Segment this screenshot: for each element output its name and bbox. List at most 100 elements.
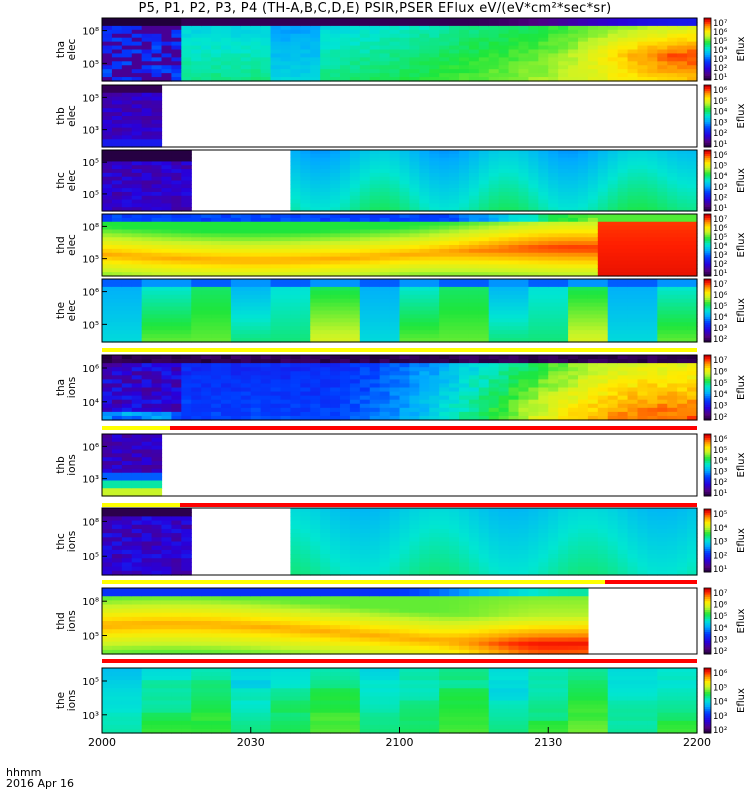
- heat-cell: [528, 264, 539, 269]
- heat-cell: [290, 191, 301, 197]
- heat-cell: [548, 310, 559, 316]
- heat-cell: [161, 359, 173, 364]
- heat-cell: [528, 53, 539, 58]
- heat-cell: [161, 314, 173, 319]
- heat-cell: [488, 286, 500, 292]
- heat-cell: [498, 306, 510, 312]
- heat-cell: [102, 391, 113, 397]
- heat-cell: [389, 298, 401, 304]
- heat-cell: [558, 25, 569, 31]
- heat-cell: [379, 248, 391, 254]
- heat-cell: [349, 150, 361, 155]
- heat-cell: [221, 298, 232, 304]
- heat-cell: [349, 367, 361, 372]
- heat-cell: [389, 29, 401, 35]
- heat-cell: [468, 29, 480, 35]
- heat-cell: [181, 195, 192, 201]
- heat-cell: [369, 184, 381, 189]
- heat-cell: [131, 165, 143, 170]
- heat-cell: [171, 330, 182, 335]
- heat-cell: [270, 399, 282, 405]
- heat-cell: [102, 57, 113, 62]
- heat-cell: [389, 322, 401, 327]
- heat-cell: [111, 359, 123, 364]
- heat-cell: [498, 73, 510, 78]
- heat-cell: [151, 100, 163, 105]
- heat-cell: [657, 252, 668, 258]
- heat-cell: [657, 57, 668, 62]
- heat-cell: [419, 49, 430, 55]
- heat-cell: [538, 322, 549, 327]
- heat-cell: [597, 57, 609, 62]
- heat-cell: [102, 411, 113, 417]
- heat-cell: [419, 176, 430, 182]
- heat-cell: [211, 399, 222, 405]
- heat-cell: [131, 73, 143, 78]
- heat-cell: [369, 229, 381, 234]
- heat-cell: [102, 73, 113, 78]
- heat-cell: [330, 387, 341, 393]
- heat-cell: [488, 241, 500, 246]
- heat-cell: [568, 387, 579, 393]
- heat-cell: [468, 214, 480, 219]
- heat-cell: [230, 310, 242, 316]
- heat-cell: [330, 322, 341, 327]
- heat-cell: [449, 415, 460, 421]
- heat-cell: [449, 282, 460, 288]
- colorbar-tick-label: 10¹: [713, 269, 727, 279]
- heat-cell: [627, 318, 639, 323]
- heat-cell: [429, 403, 440, 409]
- heat-cell: [191, 272, 202, 277]
- y-tick-label: 10⁶: [82, 288, 99, 299]
- heat-cell: [518, 371, 530, 376]
- heat-cell: [349, 161, 361, 166]
- heat-cell: [181, 184, 192, 189]
- heat-cell: [320, 65, 331, 70]
- heat-cell: [369, 21, 381, 27]
- heat-cell: [191, 77, 202, 82]
- heat-cell: [587, 322, 599, 327]
- heat-cell: [459, 298, 470, 304]
- heat-cell: [260, 37, 272, 43]
- colorbar-step: [704, 196, 711, 200]
- heat-cell: [528, 57, 539, 62]
- heat-cell: [310, 29, 321, 35]
- heat-cell: [607, 233, 619, 238]
- heat-cell: [369, 25, 381, 31]
- heat-cell: [161, 241, 173, 246]
- heat-cell: [379, 334, 391, 339]
- heat-cell: [647, 229, 658, 234]
- heat-cell: [538, 161, 549, 166]
- heat-cell: [131, 108, 143, 113]
- heat-cell: [548, 53, 559, 58]
- heat-cell: [607, 29, 619, 35]
- heat-cell: [359, 229, 371, 234]
- heat-cell: [409, 387, 420, 393]
- heat-cell: [558, 203, 569, 208]
- heat-cell: [468, 191, 480, 197]
- heat-cell: [330, 264, 341, 269]
- heat-cell: [131, 135, 143, 140]
- heat-cell: [290, 379, 301, 385]
- heat-cell: [290, 49, 301, 55]
- heat-cell: [647, 268, 658, 273]
- heat-cell: [330, 407, 341, 413]
- heat-cell: [657, 191, 668, 197]
- heat-cell: [607, 279, 619, 284]
- heat-cell: [300, 252, 311, 258]
- heat-cell: [161, 310, 173, 316]
- heat-cell: [677, 203, 688, 208]
- heat-cell: [449, 225, 460, 231]
- heat-cell: [468, 411, 480, 417]
- colorbar-step: [704, 314, 711, 318]
- heat-cell: [111, 123, 123, 129]
- heat-cell: [359, 326, 371, 331]
- heat-cell: [538, 310, 549, 316]
- heat-cell: [369, 371, 381, 376]
- heat-cell: [498, 165, 510, 170]
- heat-cell: [121, 96, 133, 102]
- heat-cell: [330, 279, 341, 284]
- heat-cell: [181, 233, 192, 238]
- heat-cell: [587, 375, 599, 380]
- heat-cell: [597, 25, 609, 31]
